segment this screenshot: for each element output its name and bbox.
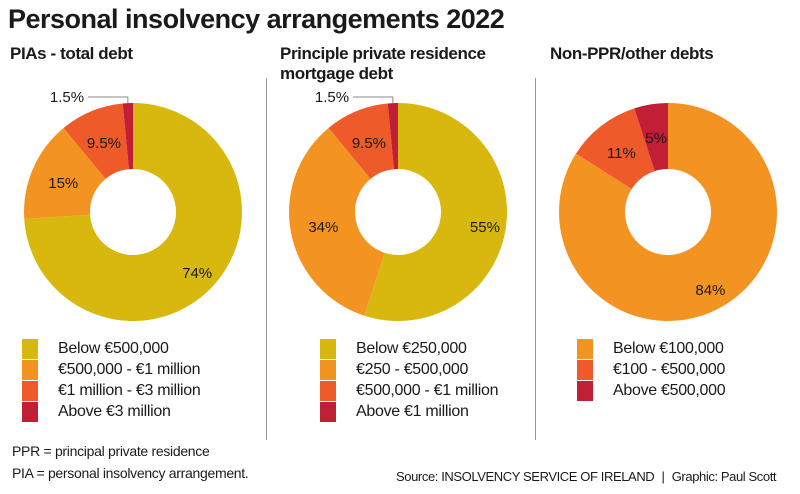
legend-item: Below €500,000	[22, 338, 201, 359]
legend-label: €250 - €500,000	[356, 360, 469, 378]
legend-label: Above €1 million	[356, 402, 469, 420]
donut-slice	[634, 103, 668, 172]
subtitle-pias: PIAs - total debt	[10, 44, 133, 63]
legend-non-ppr: Below €100,000 €100 - €500,000 Above €500,…	[577, 338, 726, 401]
legend-item: €1 million - €3 million	[22, 380, 201, 401]
legend-swatch	[22, 359, 38, 380]
legend-swatch	[577, 338, 593, 359]
legend-swatch	[320, 401, 336, 422]
legend-label: €500,000 - €1 million	[58, 360, 201, 378]
note-ppr: PPR = principal private residence	[12, 443, 210, 459]
divider	[535, 78, 536, 440]
legend-swatch	[577, 380, 593, 401]
data-label: 1.5%	[50, 89, 84, 106]
data-label: 15%	[48, 175, 78, 192]
leader-line	[88, 96, 129, 104]
legend-item: €100 - €500,000	[577, 359, 725, 380]
legend-label: Below €250,000	[356, 339, 467, 357]
legend-label: €500,000 - €1 million	[356, 381, 499, 399]
subtitle-ppr: Principle private residence mortgage deb…	[280, 44, 486, 83]
legend-item: €500,000 - €1 million	[320, 380, 499, 401]
credit-text: Graphic: Paul Scott	[671, 469, 777, 484]
note-pia: PIA = personal insolvency arrangement.	[12, 465, 249, 481]
legend-item: €500,000 - €1 million	[22, 359, 201, 380]
legend-swatch	[22, 380, 38, 401]
data-label: 1.5%	[315, 89, 349, 106]
donut-slice	[364, 103, 507, 321]
legend-label: Above €3 million	[58, 402, 171, 420]
data-label: 9.5%	[87, 135, 121, 152]
legend-label: Below €100,000	[613, 339, 724, 357]
donut-slice	[328, 103, 394, 179]
legend-swatch	[22, 401, 38, 422]
legend-swatch	[22, 338, 38, 359]
source: Source: INSOLVENCY SERVICE OF IRELAND | …	[396, 469, 777, 484]
legend-item: €250 - €500,000	[320, 359, 498, 380]
legend-swatch	[320, 359, 336, 380]
legend-swatch	[320, 380, 336, 401]
source-text: Source: INSOLVENCY SERVICE OF IRELAND	[396, 469, 655, 484]
data-label: 9.5%	[352, 135, 386, 152]
donut-slice	[23, 128, 106, 219]
donut-slice	[559, 103, 777, 321]
legend-ppr: Below €250,000 €250 - €500,000 €500,000 - …	[320, 338, 499, 422]
donut-slice	[575, 108, 655, 189]
donut-slice	[24, 103, 242, 321]
donut-slice	[387, 103, 398, 170]
data-label: 84%	[695, 282, 725, 299]
data-label: 11%	[607, 145, 636, 162]
legend-label: €100 - €500,000	[613, 360, 726, 378]
legend-item: Below €250,000	[320, 338, 498, 359]
legend-pias: Below €500,000 €500,000 - €1 million €1 mi…	[22, 338, 201, 422]
data-label: 55%	[470, 219, 500, 236]
legend-item: Above €1 million	[320, 401, 498, 422]
legend-swatch	[577, 359, 593, 380]
data-label: 74%	[182, 265, 212, 282]
page-title: Personal insolvency arrangements 2022	[8, 4, 505, 34]
legend-label: Below €500,000	[58, 339, 169, 357]
subtitle-non-ppr: Non-PPR/other debts	[550, 44, 714, 63]
data-label: 34%	[308, 219, 338, 236]
leader-line	[353, 96, 394, 104]
data-label: 5%	[645, 130, 667, 147]
legend-item: Above €3 million	[22, 401, 201, 422]
divider	[266, 78, 267, 440]
donut-slice	[122, 103, 133, 170]
legend-label: Above €500,000	[613, 381, 726, 399]
legend-item: Above €500,000	[577, 380, 726, 401]
donut-slice	[288, 128, 385, 316]
legend-item: Below €100,000	[577, 338, 725, 359]
legend-label: €1 million - €3 million	[58, 381, 201, 399]
legend-swatch	[320, 338, 336, 359]
donut-slice	[63, 103, 129, 179]
